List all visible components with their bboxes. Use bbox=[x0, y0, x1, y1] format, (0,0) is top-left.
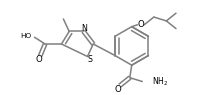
Text: O: O bbox=[36, 55, 43, 64]
Text: O: O bbox=[137, 20, 144, 29]
Text: N: N bbox=[82, 24, 88, 33]
Text: NH$_2$: NH$_2$ bbox=[152, 75, 168, 88]
Text: O: O bbox=[115, 85, 122, 94]
Text: HO: HO bbox=[20, 33, 31, 39]
Text: S: S bbox=[88, 55, 93, 64]
